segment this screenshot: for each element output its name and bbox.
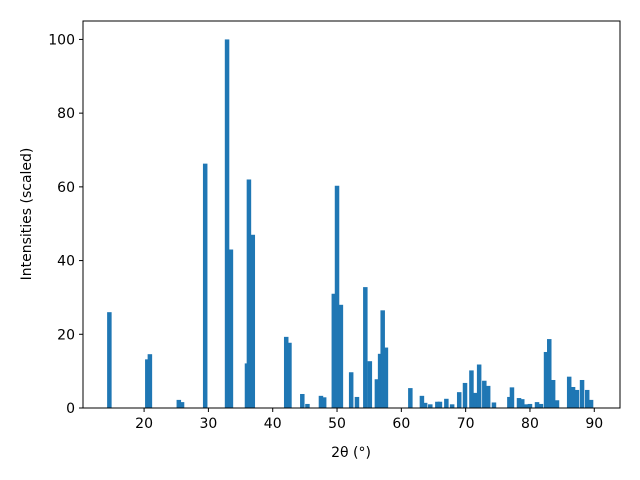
- bar: [476, 364, 482, 408]
- x-axis-label: 2θ (°): [331, 445, 371, 461]
- x-tick-label: 90: [585, 416, 603, 432]
- bar: [547, 339, 552, 408]
- bar: [527, 403, 533, 408]
- y-tick-label: 60: [57, 180, 75, 196]
- y-tick-label: 40: [57, 254, 75, 270]
- y-tick-label: 0: [66, 401, 75, 417]
- bar: [588, 399, 594, 408]
- bar: [176, 399, 182, 408]
- bar: [579, 379, 585, 408]
- bar: [507, 396, 512, 408]
- bar: [538, 403, 544, 408]
- bar: [574, 389, 580, 408]
- bar: [491, 402, 497, 408]
- bar: [367, 361, 373, 408]
- bar: [509, 387, 515, 408]
- bar: [437, 401, 443, 408]
- bar: [147, 354, 153, 408]
- y-tick-label: 100: [48, 32, 75, 48]
- bar: [331, 293, 337, 408]
- bar: [287, 342, 292, 408]
- bar: [224, 39, 230, 409]
- bar: [444, 398, 449, 408]
- bar: [348, 372, 354, 408]
- bar: [179, 402, 185, 408]
- bar: [380, 310, 385, 408]
- bar: [554, 400, 560, 408]
- bar: [485, 385, 491, 408]
- bar: [408, 388, 413, 408]
- bar: [462, 382, 468, 408]
- bar: [334, 185, 340, 408]
- bar: [584, 389, 590, 408]
- bar: [543, 351, 549, 408]
- x-tick-label: 80: [521, 416, 539, 432]
- bar: [354, 396, 360, 408]
- bar: [534, 402, 540, 408]
- plot-area: [107, 39, 594, 409]
- bar: [550, 379, 556, 408]
- bar: [318, 395, 324, 408]
- x-tick-label: 70: [457, 416, 475, 432]
- bar: [283, 336, 289, 408]
- bar: [456, 392, 462, 408]
- bar: [145, 359, 150, 408]
- bar: [377, 353, 383, 408]
- bar: [419, 395, 425, 408]
- y-tick-label: 80: [57, 106, 75, 122]
- bar: [300, 393, 305, 408]
- bar: [374, 379, 380, 408]
- bar: [107, 312, 112, 408]
- bar: [228, 249, 234, 408]
- x-tick-label: 30: [199, 416, 217, 432]
- bar: [570, 386, 576, 408]
- bar: [469, 370, 474, 408]
- bar: [516, 398, 522, 408]
- bar: [519, 399, 525, 408]
- x-tick-label: 60: [392, 416, 410, 432]
- bar: [523, 404, 529, 408]
- bar: [363, 287, 368, 408]
- bar: [566, 376, 572, 408]
- bar: [449, 404, 455, 408]
- bar: [338, 304, 344, 408]
- x-tick-label: 20: [135, 416, 153, 432]
- axes-frame: [82, 20, 621, 409]
- y-axis-label: Intensities (scaled): [19, 148, 35, 281]
- bar: [250, 234, 256, 408]
- bar: [246, 179, 252, 408]
- bar: [422, 402, 428, 408]
- bar: [383, 347, 389, 408]
- x-tick-label: 40: [264, 416, 282, 432]
- bar: [482, 380, 487, 408]
- bar: [202, 163, 208, 408]
- bar: [321, 397, 327, 408]
- bar: [428, 404, 433, 408]
- bar: [435, 401, 440, 408]
- bar: [305, 403, 310, 408]
- bar: [473, 392, 478, 408]
- x-tick-label: 50: [328, 416, 346, 432]
- y-tick-label: 20: [57, 327, 75, 343]
